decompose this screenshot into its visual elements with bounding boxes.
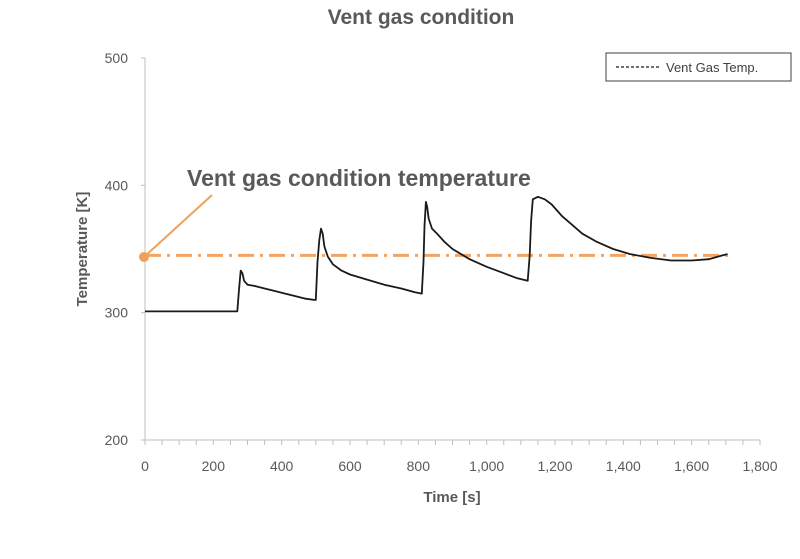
annotation-leader-line (143, 194, 213, 258)
y-ticks: 200 300 400 500 (105, 50, 145, 448)
y-axis-title: Temperature [K] (74, 192, 91, 307)
y-tick-label: 400 (105, 177, 129, 193)
x-tick-label: 1,000 (469, 458, 504, 474)
annotation-marker (139, 252, 149, 262)
x-tick-label: 1,600 (674, 458, 709, 474)
x-tick-label: 400 (270, 458, 294, 474)
x-tick-label: 1,400 (606, 458, 641, 474)
annotation-text: Vent gas condition temperature (187, 165, 531, 191)
chart-title: Vent gas condition (328, 6, 515, 29)
x-tick-label: 1,200 (537, 458, 572, 474)
y-tick-label: 500 (105, 50, 129, 66)
legend: Vent Gas Temp. (605, 52, 792, 82)
series-layer (145, 195, 728, 313)
series-line (145, 195, 728, 313)
x-tick-label: 0 (141, 458, 149, 474)
x-ticks: 0 200 400 600 800 1,000 1,200 1,400 1,600 1,800 (141, 440, 778, 474)
x-axis-title: Time [s] (423, 489, 480, 506)
y-tick-label: 300 (105, 305, 129, 321)
x-tick-label: 200 (202, 458, 226, 474)
x-tick-label: 600 (338, 458, 362, 474)
annotation: Vent gas condition temperature (139, 165, 531, 262)
y-tick-label: 200 (105, 432, 129, 448)
plot-area: 0 200 400 600 800 1,000 1,200 1,400 1,600 1,800 2… (105, 50, 778, 474)
x-tick-label: 1,800 (742, 458, 777, 474)
legend-label: Vent Gas Temp. (666, 60, 758, 75)
x-tick-label: 800 (407, 458, 431, 474)
